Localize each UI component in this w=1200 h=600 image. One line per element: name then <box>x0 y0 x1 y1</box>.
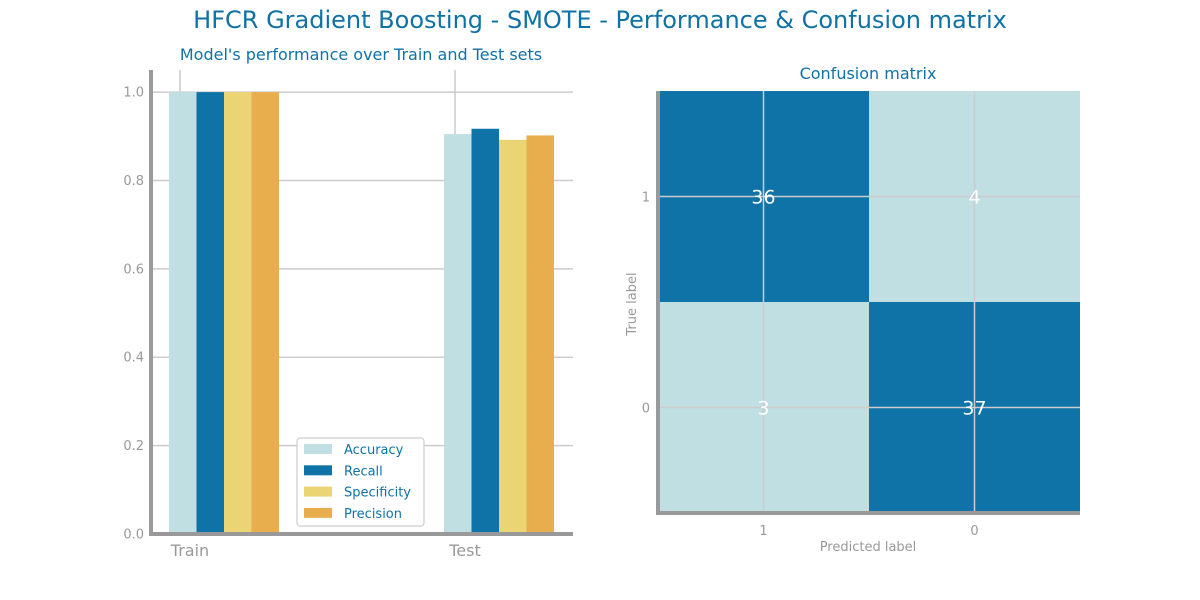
confusion-matrix-cells <box>658 91 1080 513</box>
bar-chart-bars <box>169 92 554 535</box>
cm-cell-label: 3 <box>757 398 769 420</box>
bar-recall-train <box>196 92 224 534</box>
y-tick-label: 0.2 <box>123 439 144 454</box>
legend-label-recall: Recall <box>344 464 383 479</box>
x-tick-label-train: Train <box>170 541 209 560</box>
confusion-matrix-grid <box>658 91 1080 513</box>
bar-precision-test <box>526 135 554 534</box>
confusion-matrix-y-label: True label <box>625 272 640 336</box>
cm-y-tick-label: 1 <box>642 191 650 206</box>
y-tick-label: 0.4 <box>123 351 144 366</box>
bar-chart-title: Model's performance over Train and Test … <box>180 45 542 64</box>
bar-chart-axes <box>149 70 573 536</box>
figure-title: HFCR Gradient Boosting - SMOTE - Perform… <box>193 6 1007 34</box>
confusion-matrix-title: Confusion matrix <box>800 64 937 83</box>
bar-chart-legend: Accuracy Recall Specificity Precision <box>296 437 425 527</box>
bar-specificity-train <box>224 92 252 534</box>
y-tick-label: 1.0 <box>123 86 144 101</box>
legend-swatch-specificity <box>304 486 332 497</box>
cm-x-tick-label: 0 <box>970 524 978 539</box>
x-tick-label-test: Test <box>448 541 481 560</box>
bar-chart-y-ticks: 0.0 0.2 0.4 0.6 0.8 1.0 <box>123 86 144 543</box>
confusion-matrix-x-label: Predicted label <box>820 540 917 555</box>
cm-cell-label: 36 <box>751 187 775 209</box>
legend-label-accuracy: Accuracy <box>344 443 404 458</box>
confusion-matrix-cell-labels: 36 4 3 37 <box>751 187 986 420</box>
bar-chart-x-ticks: Train Test <box>170 541 481 560</box>
bar-accuracy-train <box>169 92 197 534</box>
bar-precision-train <box>251 92 279 534</box>
y-tick-label: 0.0 <box>123 528 144 543</box>
legend-swatch-accuracy <box>304 444 332 454</box>
legend-label-specificity: Specificity <box>344 486 411 501</box>
cm-cell-label: 37 <box>962 398 986 420</box>
cm-cell-label: 4 <box>968 187 980 209</box>
bar-recall-test <box>471 128 499 535</box>
confusion-matrix-axes <box>656 91 1080 515</box>
cm-x-tick-label: 1 <box>759 524 767 539</box>
cm-y-tick-label: 0 <box>642 402 650 417</box>
performance-bar-chart: Model's performance over Train and Test … <box>123 45 573 560</box>
legend-swatch-recall <box>304 465 332 476</box>
confusion-matrix-chart: Confusion matrix 36 4 3 37 1 0 1 0 Predicted l… <box>625 64 1080 555</box>
bar-accuracy-test <box>444 134 472 535</box>
legend-swatch-precision <box>304 507 332 518</box>
y-tick-label: 0.8 <box>123 174 144 189</box>
legend-box <box>296 437 425 527</box>
bar-specificity-test <box>499 139 527 534</box>
confusion-matrix-ticks: 1 0 1 0 <box>642 191 979 540</box>
legend-label-precision: Precision <box>344 507 402 522</box>
y-tick-label: 0.6 <box>123 262 144 277</box>
